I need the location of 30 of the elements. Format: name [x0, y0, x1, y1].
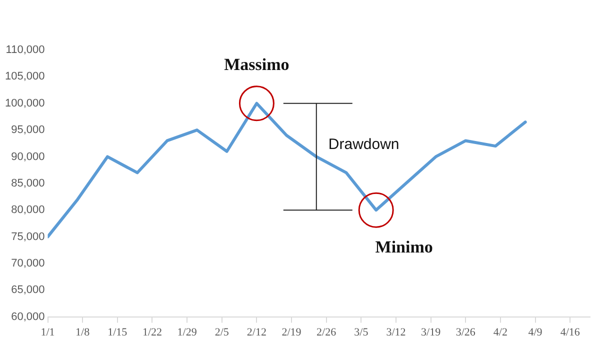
x-tick-label: 4/9 [528, 326, 543, 338]
x-tick-label: 2/12 [246, 326, 266, 338]
annotation: Massimo [224, 54, 290, 74]
y-tick-label: 105,000 [4, 70, 45, 83]
x-tick-label: 4/2 [493, 326, 508, 338]
x-tick-label: 1/15 [108, 326, 128, 338]
x-tick-label: 4/16 [560, 326, 580, 338]
x-tick-label: 3/12 [386, 326, 406, 338]
y-tick-label: 60,000 [11, 310, 45, 323]
x-tick-label: 1/1 [40, 326, 55, 338]
y-tick-label: 95,000 [11, 124, 45, 136]
annotation: Minimo [375, 237, 433, 256]
x-tick-label: 2/26 [316, 326, 337, 338]
x-tick-label: 1/22 [142, 326, 162, 338]
annotation: Drawdown [328, 136, 400, 153]
x-tick-label: 2/5 [214, 326, 230, 338]
x-tick-label: 1/29 [177, 326, 198, 338]
y-tick-label: 75,000 [11, 230, 45, 243]
x-tick-label: 3/26 [456, 326, 476, 338]
y-tick-label: 65,000 [11, 284, 45, 296]
y-tick-label: 110,000 [6, 44, 45, 56]
y-tick-label: 70,000 [11, 257, 45, 270]
x-tick-label: 3/19 [421, 326, 442, 338]
y-tick-label: 90,000 [11, 150, 45, 163]
y-tick-label: 80,000 [11, 204, 45, 216]
x-tick-label: 1/8 [76, 326, 90, 338]
y-tick-label: 85,000 [11, 177, 45, 190]
x-tick-label: 2/19 [282, 326, 302, 338]
x-tick-label: 3/5 [354, 326, 369, 338]
y-tick-label: 100,000 [4, 97, 45, 110]
